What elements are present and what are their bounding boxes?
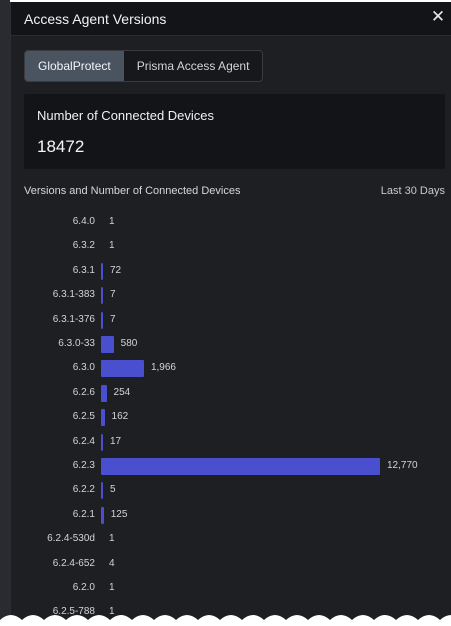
value-label: 17 (110, 436, 121, 447)
category-label: 6.2.5 (11, 411, 95, 422)
chart-title: Versions and Number of Connected Devices (24, 185, 240, 197)
chart-row: 6.3.1 72 (11, 261, 451, 285)
category-label: 6.4.0 (11, 216, 95, 227)
bar-6.3.1[interactable] (101, 263, 103, 280)
category-label: 6.2.4-652 (11, 558, 95, 569)
close-icon[interactable]: ✕ (430, 9, 446, 25)
access-agent-versions-dialog: Access Agent Versions ✕ GlobalProtect Pr… (10, 2, 451, 626)
torn-edge (0, 610, 451, 626)
category-label: 6.2.3 (11, 460, 95, 471)
bar-6.2.1[interactable] (101, 507, 104, 524)
chart-row: 6.3.1-376 7 (11, 310, 451, 334)
value-label: 4 (109, 558, 115, 569)
value-label: 580 (121, 338, 138, 349)
value-label: 1 (109, 533, 115, 544)
bar-6.2.6[interactable] (101, 385, 107, 402)
chart-row: 6.2.4-652 4 (11, 554, 451, 578)
chart-row: 6.2.6 254 (11, 383, 451, 407)
value-label: 162 (112, 411, 129, 422)
category-label: 6.3.1 (11, 265, 95, 276)
chart-row: 6.2.1 125 (11, 505, 451, 529)
category-label: 6.2.2 (11, 484, 95, 495)
value-label: 12,770 (387, 460, 418, 471)
value-label: 72 (110, 265, 121, 276)
value-label: 7 (110, 314, 116, 325)
chart-row: 6.2.4 17 (11, 432, 451, 456)
versions-bar-chart: 6.4.0 1 6.3.2 1 6.3.1 72 6.3.1-383 7 6.3.1-376 7 6… (11, 212, 451, 626)
bar-6.2.4[interactable] (101, 434, 103, 451)
category-label: 6.2.4 (11, 436, 95, 447)
tab-prisma-access-agent[interactable]: Prisma Access Agent (124, 51, 263, 81)
bar-6.3.1-376[interactable] (101, 312, 103, 329)
agent-tabs: GlobalProtect Prisma Access Agent (24, 50, 263, 82)
chart-row: 6.2.0 1 (11, 578, 451, 602)
chart-row: 6.3.2 1 (11, 236, 451, 260)
background-strip (0, 0, 10, 626)
chart-row: 6.2.5 162 (11, 407, 451, 431)
category-label: 6.3.0-33 (11, 338, 95, 349)
chart-row: 6.3.0 1,966 (11, 358, 451, 382)
dialog-titlebar: Access Agent Versions ✕ (11, 2, 451, 36)
value-label: 7 (110, 289, 116, 300)
chart-header: Versions and Number of Connected Devices… (24, 185, 445, 201)
category-label: 6.2.6 (11, 387, 95, 398)
category-label: 6.3.0 (11, 362, 95, 373)
connected-devices-card: Number of Connected Devices 18472 (24, 94, 445, 169)
value-label: 254 (114, 387, 131, 398)
value-label: 1 (109, 240, 115, 251)
category-label: 6.3.1-376 (11, 314, 95, 325)
category-label: 6.3.1-383 (11, 289, 95, 300)
category-label: 6.2.4-530d (11, 533, 95, 544)
connected-devices-value: 18472 (37, 137, 84, 157)
value-label: 1,966 (151, 362, 176, 373)
chart-row: 6.3.0-33 580 (11, 334, 451, 358)
bar-6.2.3[interactable] (101, 458, 380, 475)
bar-6.3.1-383[interactable] (101, 287, 103, 304)
chart-row: 6.2.3 12,770 (11, 456, 451, 480)
bar-6.2.5[interactable] (101, 409, 105, 426)
value-label: 1 (109, 582, 115, 593)
bar-6.3.0[interactable] (101, 360, 144, 377)
category-label: 6.2.0 (11, 582, 95, 593)
chart-row: 6.4.0 1 (11, 212, 451, 236)
tab-globalprotect[interactable]: GlobalProtect (25, 51, 124, 81)
chart-row: 6.2.2 5 (11, 480, 451, 504)
dialog-title: Access Agent Versions (24, 11, 166, 27)
time-range-label: Last 30 Days (381, 185, 445, 197)
category-label: 6.2.1 (11, 509, 95, 520)
value-label: 5 (110, 484, 116, 495)
connected-devices-label: Number of Connected Devices (37, 108, 214, 123)
bar-6.2.2[interactable] (101, 482, 103, 499)
chart-row: 6.2.4-530d 1 (11, 529, 451, 553)
category-label: 6.3.2 (11, 240, 95, 251)
value-label: 1 (109, 216, 115, 227)
bar-6.3.0-33[interactable] (101, 336, 114, 353)
value-label: 125 (111, 509, 128, 520)
chart-row: 6.3.1-383 7 (11, 285, 451, 309)
